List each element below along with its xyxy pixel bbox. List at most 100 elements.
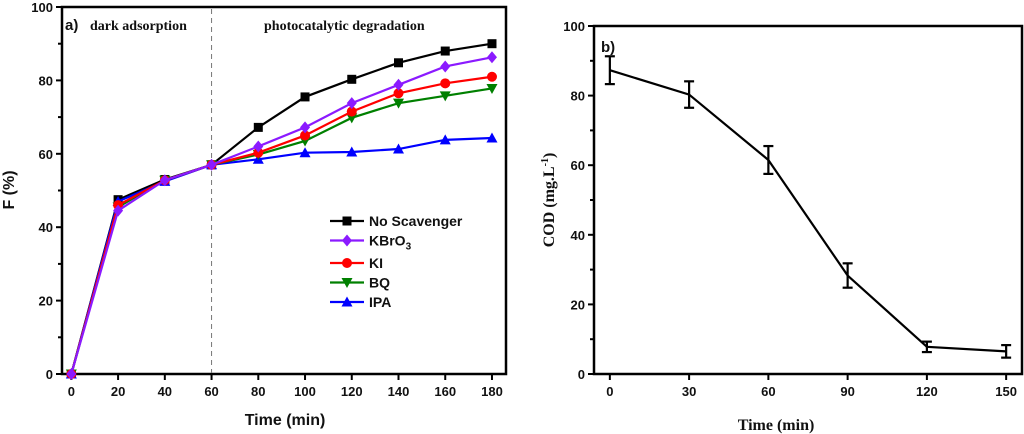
error-bar [921, 340, 932, 354]
series-line [70, 75, 493, 375]
panel-b-plot-frame [592, 24, 1024, 376]
series-line-cod [609, 69, 1007, 353]
y-tick-label: 80 [571, 89, 585, 104]
y-tick-label: 100 [563, 19, 585, 34]
legend-marker [341, 278, 353, 288]
legend-marker [342, 216, 352, 226]
series-no-scavenger [66, 39, 497, 379]
y-tick-label: 0 [578, 367, 585, 382]
series-line [70, 87, 493, 375]
x-tick-label: 30 [682, 384, 696, 399]
data-point [66, 368, 77, 380]
y-tick-label: 40 [571, 228, 585, 243]
data-point [440, 46, 450, 56]
data-point [346, 97, 357, 110]
legend-label: No Scavenger [369, 213, 463, 229]
x-tick-label: 120 [916, 384, 938, 399]
y-tick-label: 80 [39, 73, 53, 88]
data-point [486, 83, 498, 94]
series-ipa [65, 132, 498, 379]
data-point [394, 58, 404, 68]
legend-item: KI [330, 255, 383, 271]
legend-item: BQ [330, 275, 390, 291]
legend-item: KBrO3 [330, 233, 412, 253]
y-tick-label: 20 [39, 294, 53, 309]
x-tick-label: 150 [995, 384, 1017, 399]
error-bar [842, 262, 853, 289]
data-point [253, 147, 264, 158]
legend-label: IPA [369, 294, 391, 310]
x-tick-label: 0 [68, 384, 75, 399]
x-tick-label: 120 [341, 384, 363, 399]
error-bar [763, 144, 774, 175]
data-point [347, 74, 357, 84]
x-tick-label: 0 [606, 384, 613, 399]
legend-label-main: IPA [369, 294, 391, 310]
data-point [486, 132, 498, 143]
data-point [439, 134, 451, 145]
annotation-photocatalytic-degradation: photocatalytic degradation [264, 19, 425, 34]
y-tick-label: 60 [39, 147, 53, 162]
x-tick-label: 160 [434, 384, 456, 399]
x-tick-label: 180 [481, 384, 503, 399]
series-line [70, 56, 493, 375]
legend-label-main: KI [369, 255, 383, 271]
panel-b-label: b) [601, 39, 615, 56]
x-tick-label: 80 [251, 384, 265, 399]
error-bar [684, 80, 695, 109]
legend-label-main: KBrO [369, 233, 406, 249]
legend-label: KI [369, 255, 383, 271]
data-point [393, 88, 404, 99]
error-bar [1001, 344, 1012, 359]
panel-a-x-axis-title: Time (min) [245, 412, 326, 429]
data-point [346, 106, 357, 117]
panel-b-y-axis-title: COD (mg.L-1) [540, 153, 558, 248]
panel-a-plot-frame [60, 5, 508, 376]
legend-label: BQ [369, 275, 390, 291]
data-point [439, 91, 451, 102]
legend-marker [342, 258, 352, 268]
data-point [393, 78, 404, 91]
data-point [486, 51, 497, 64]
data-point [486, 71, 497, 82]
data-point [113, 204, 124, 217]
y-tick-label: 100 [31, 0, 53, 15]
data-point [440, 78, 451, 89]
panel-a-legend: No Scavenger KBrO3 KI BQ IPA [330, 213, 463, 310]
panel-b-y-axis-title-sup: -1 [540, 158, 551, 166]
data-point [346, 113, 358, 124]
panel-b-y-axis-title-main: COD (mg.L [541, 166, 558, 247]
legend-label: KBrO3 [369, 233, 412, 253]
data-point [487, 39, 497, 49]
x-tick-label: 20 [111, 384, 125, 399]
legend-label-main: BQ [369, 275, 390, 291]
x-tick-label: 60 [761, 384, 775, 399]
x-tick-label: 40 [158, 384, 172, 399]
panel-b-y-axis-title-end: ) [541, 153, 558, 158]
panel-a-label: a) [65, 17, 78, 34]
legend-item: No Scavenger [330, 213, 463, 229]
data-point [206, 158, 217, 171]
data-point [300, 130, 311, 141]
y-tick-label: 0 [46, 367, 53, 382]
data-point [346, 146, 358, 157]
y-tick-label: 20 [571, 297, 585, 312]
y-tick-label: 60 [571, 158, 585, 173]
data-point [253, 122, 263, 132]
series-bq [65, 83, 498, 380]
annotation-dark-adsorption: dark adsorption [90, 19, 187, 34]
data-point [300, 121, 311, 134]
x-tick-label: 60 [204, 384, 218, 399]
legend-label-subscript: 3 [406, 242, 412, 253]
series-kbro3 [66, 51, 497, 380]
x-tick-label: 140 [388, 384, 410, 399]
legend-label-main: No Scavenger [369, 213, 463, 229]
data-point [159, 174, 170, 187]
panel-a-y-axis-title: F (%) [1, 170, 18, 209]
series-line [70, 136, 493, 375]
panel-b-axes: 0 20 40 60 80 100 0 30 60 90 120 150 [563, 19, 1017, 399]
data-point [299, 147, 311, 158]
